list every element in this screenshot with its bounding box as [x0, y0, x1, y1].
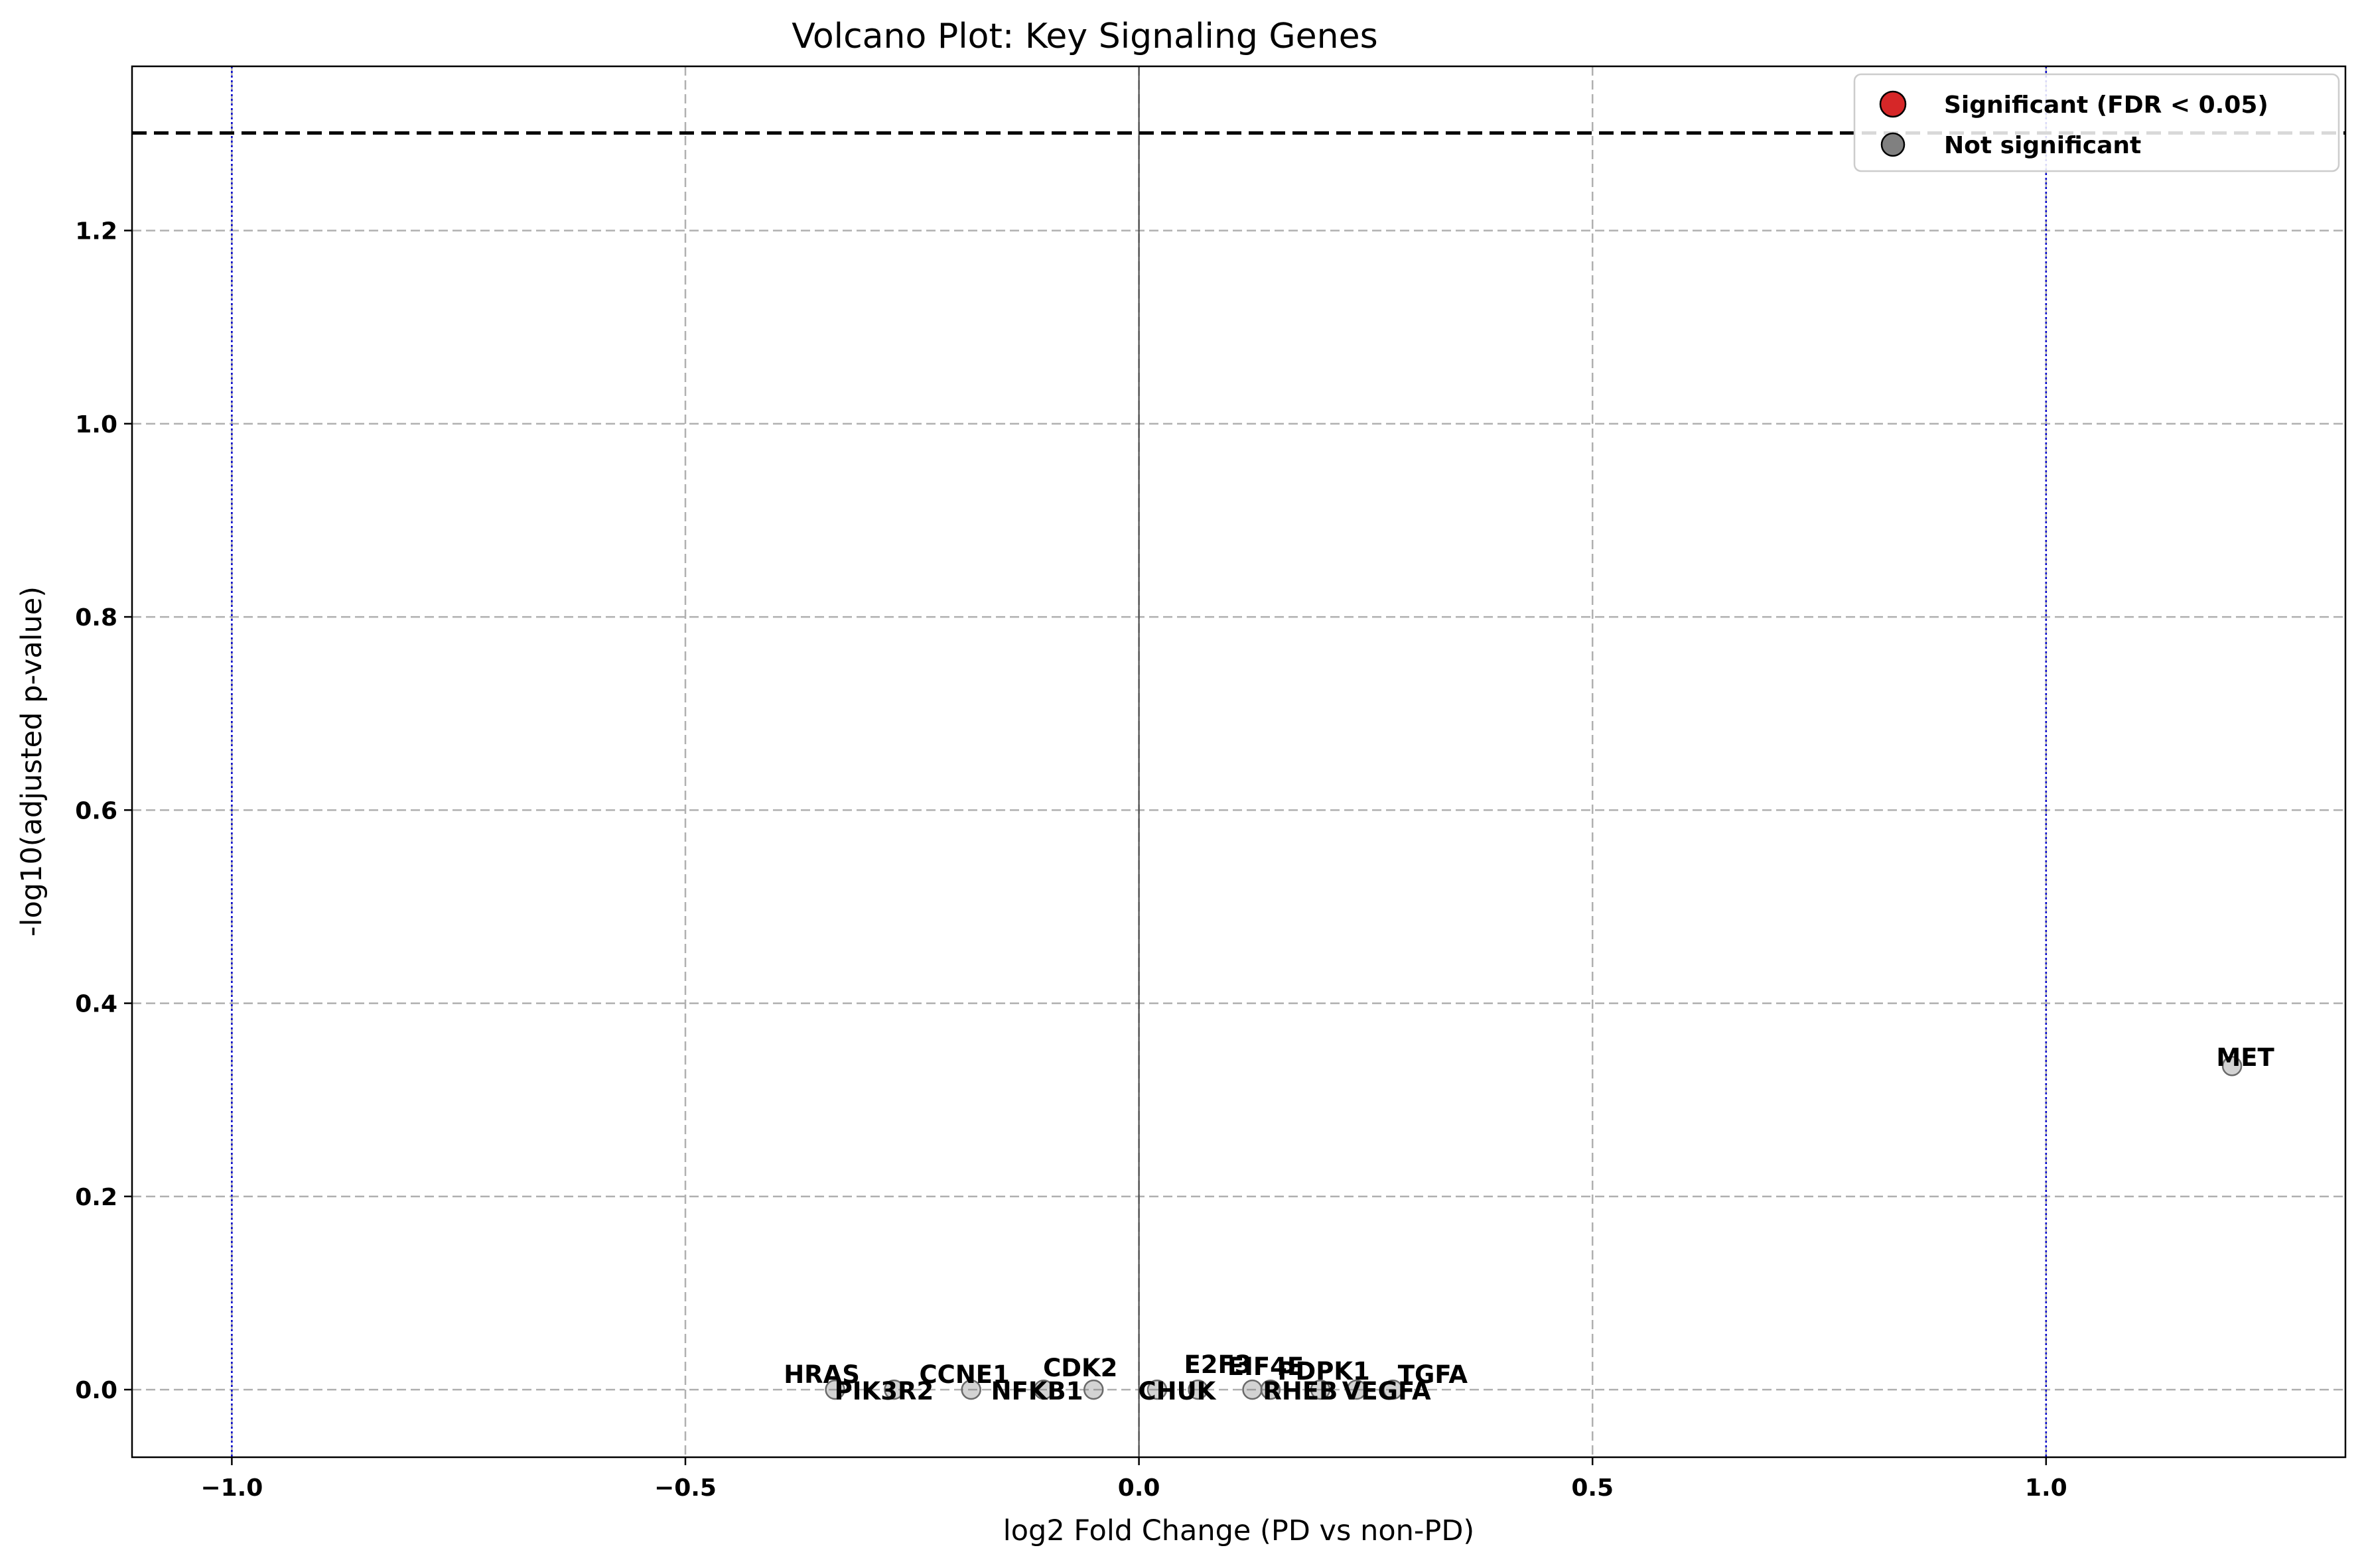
point-nfkb1: [1033, 1379, 1054, 1400]
point-cdk2: [1083, 1379, 1104, 1400]
x-tick-label: 0.5: [1571, 1474, 1614, 1502]
point-pik3r2: [884, 1379, 904, 1400]
data-points: [825, 1055, 2243, 1400]
x-tick-label: −0.5: [654, 1474, 717, 1502]
y-tick-label: 0.0: [75, 1377, 117, 1404]
point-tgfa: [1383, 1379, 1403, 1400]
y-tick-label: 1.0: [75, 411, 117, 438]
legend-marker-not-significant: [1880, 132, 1906, 157]
gene-label-tgfa: TGFA: [1398, 1360, 1468, 1389]
chart-title: Volcano Plot: Key Signaling Genes: [792, 17, 1377, 56]
gene-label-pik3r2: PIK3R2: [835, 1377, 934, 1405]
gene-label-ccne1: CCNE1: [920, 1360, 1010, 1389]
y-axis-ticks: 0.0 0.2 0.4 0.6 0.8 1.0 1.2: [75, 218, 132, 1404]
gene-label-eif4e: EIF4E: [1227, 1352, 1304, 1381]
x-tick-label: −1.0: [200, 1474, 263, 1502]
point-chuk: [1147, 1379, 1168, 1400]
x-axis-ticks: −1.0 −0.5 0.0 0.5 1.0: [200, 1457, 2067, 1502]
gene-label-chuk: CHUK: [1139, 1377, 1217, 1405]
point-ccne1: [961, 1379, 981, 1400]
point-rheb: [1260, 1379, 1281, 1400]
gene-label-vegfa: VEGFA: [1342, 1377, 1431, 1405]
point-e2f3: [1188, 1379, 1208, 1400]
point-eif4e: [1242, 1379, 1263, 1400]
gene-label-nfkb1: NFKB1: [991, 1377, 1083, 1405]
legend-box: [1853, 73, 2340, 172]
y-tick-label: 0.4: [75, 991, 117, 1018]
gene-label-hras: HRAS: [784, 1360, 860, 1389]
y-tick-label: 0.2: [75, 1184, 117, 1211]
gene-label-pdpk1: PDPK1: [1277, 1357, 1369, 1386]
grid-lines: [132, 66, 2345, 1457]
point-vegfa: [1346, 1379, 1367, 1400]
y-tick-label: 0.8: [75, 604, 117, 631]
y-axis-label: -log10(adjusted p-value): [15, 586, 48, 937]
plot-frame: [131, 65, 2347, 1459]
point-hras: [825, 1379, 845, 1400]
legend-marker-significant: [1879, 90, 1907, 118]
gene-label-met: MET: [2216, 1043, 2274, 1072]
point-pdpk1: [1310, 1379, 1331, 1400]
gene-label-cdk2: CDK2: [1043, 1354, 1117, 1382]
x-tick-label: 0.0: [1118, 1474, 1160, 1502]
point-met: [2221, 1055, 2243, 1077]
legend-label-not-significant: Not significant: [1944, 132, 2141, 159]
y-tick-label: 1.2: [75, 218, 117, 245]
y-tick-label: 0.6: [75, 797, 117, 824]
gene-label-e2f3: E2F3: [1184, 1350, 1251, 1379]
x-axis-label: log2 Fold Change (PD vs non-PD): [1003, 1514, 1474, 1547]
gene-label-rheb: RHEB: [1263, 1377, 1338, 1405]
x-tick-label: 1.0: [2025, 1474, 2067, 1502]
legend-label-significant: Significant (FDR < 0.05): [1944, 92, 2268, 119]
legend: Significant (FDR < 0.05) Not significant: [1853, 73, 2340, 172]
